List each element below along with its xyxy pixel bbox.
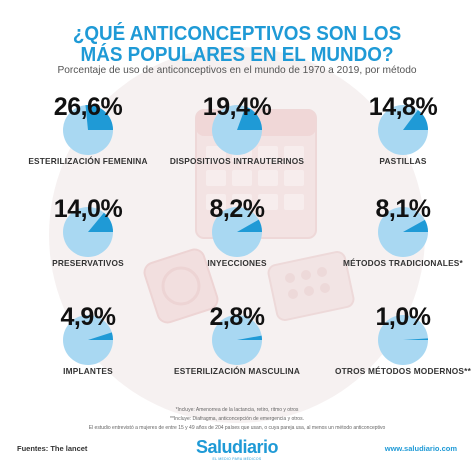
pie-value-label: 8,1% [375,195,431,223]
pie-chart [212,207,262,257]
pie-chart [378,105,428,155]
pie-slice [237,219,262,232]
brand-logo: Saludiario [195,437,279,457]
pie-item: 19,4% DISPOSITIVOS INTRAUTERINOS [162,93,312,193]
pie-item: 4,9% IMPLANTES [13,303,163,403]
condom-package-illustration [143,248,219,324]
pie-slice [403,109,428,130]
pie-value-label: 8,2% [209,195,265,223]
pie-chart [212,315,262,365]
pie-value-label: 4,9% [60,303,116,331]
pie-chart [378,315,428,365]
pie-value-label: 19,4% [202,93,272,121]
pie-category-label: DISPOSITIVOS INTRAUTERINOS [169,156,305,166]
footnote-2: **Incluye: Diafragma, anticoncepción de … [170,416,304,422]
pie-chart [63,207,113,257]
pie-category-label: PRESERVATIVOS [52,258,124,268]
page-title: ¿QUÉ ANTICONCEPTIVOS SON LOS MÁS POPULAR… [19,23,455,65]
pie-slice [85,105,113,130]
pie-item: 8,1% MÉTODOS TRADICIONALES* [328,195,474,295]
title-line-1: ¿QUÉ ANTICONCEPTIVOS SON LOS [72,22,402,45]
pie-item: 2,8% ESTERILIZACIÓN MASCULINA [162,303,312,403]
pie-category-label: OTROS MÉTODOS MODERNOS** [334,366,472,376]
pie-category-label: MÉTODOS TRADICIONALES* [343,258,463,268]
pie-item: 14,8% PASTILLAS [328,93,474,193]
footnote-3: El estudio entrevistó a mujeres de entre… [88,425,386,431]
pie-item: 14,0% PRESERVATIVOS [13,195,163,295]
pie-value-label: 1,0% [375,303,431,331]
pie-item: 8,2% INYECCIONES [162,195,312,295]
pie-value-label: 2,8% [209,303,265,331]
pie-category-label: ESTERILIZACIÓN MASCULINA [173,366,301,376]
pie-category-label: IMPLANTES [63,366,113,376]
pie-chart [378,207,428,257]
pie-value-label: 26,6% [53,93,123,121]
pie-category-label: PASTILLAS [379,156,427,166]
pie-value-label: 14,8% [368,93,438,121]
brand-tagline: EL MEDIO PARA MÉDICOS [212,457,262,461]
source-text: Fuentes: The lancet [17,444,88,453]
pie-slice [88,332,113,340]
website-link[interactable]: www.saludiario.com [384,444,457,453]
pie-item: 26,6% ESTERILIZACIÓN FEMENINA [13,93,163,193]
pie-slice [237,335,262,340]
pie-value-label: 14,0% [53,195,123,223]
pie-chart [212,105,262,155]
pie-category-label: ESTERILIZACIÓN FEMENINA [28,156,148,166]
pie-chart [63,105,113,155]
pie-category-label: INYECCIONES [207,258,267,268]
pie-slice [237,106,262,130]
pie-item: 1,0% OTROS MÉTODOS MODERNOS** [328,303,474,403]
footnotes: *Incluye: Amenorrea de la lactancia, ret… [0,406,474,433]
subtitle: Porcentaje de uso de anticonceptivos en … [57,65,417,76]
pie-slice [403,219,428,232]
pie-slice [403,338,428,340]
pie-chart [63,315,113,365]
pie-slice [88,212,113,232]
title-line-2: MÁS POPULARES EN EL MUNDO? [80,43,394,66]
footnote-1: *Incluye: Amenorrea de la lactancia, ret… [175,407,299,413]
pill-pack-illustration [267,250,355,322]
